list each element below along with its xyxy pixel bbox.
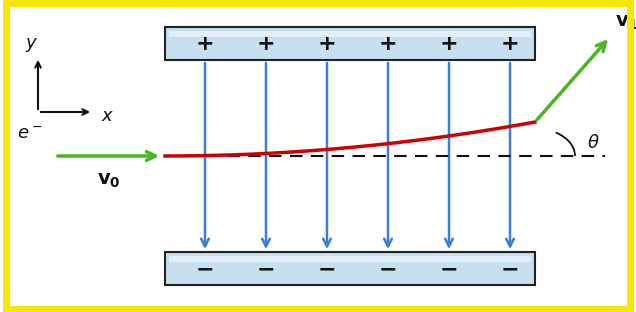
Text: −: − [378, 259, 398, 279]
Text: −: − [501, 259, 520, 279]
Text: −: − [196, 259, 214, 279]
Text: −: − [318, 259, 336, 279]
Text: −: − [439, 259, 459, 279]
Text: +: + [439, 34, 459, 54]
Text: $\mathbf{v_0}$: $\mathbf{v_0}$ [97, 171, 120, 190]
Text: y: y [25, 34, 36, 52]
Bar [169, 256, 531, 262]
Bar [165, 27, 535, 60]
Text: +: + [378, 34, 398, 54]
Bar [165, 252, 535, 285]
Text: $\mathbf{v_1}$: $\mathbf{v_1}$ [615, 13, 636, 32]
Text: +: + [257, 34, 275, 54]
Text: +: + [501, 34, 520, 54]
Bar [169, 31, 531, 37]
Text: x: x [101, 107, 112, 125]
Text: +: + [318, 34, 336, 54]
Text: $\theta$: $\theta$ [587, 134, 600, 152]
Text: +: + [196, 34, 214, 54]
Text: −: − [257, 259, 275, 279]
Text: $e^-$: $e^-$ [17, 125, 43, 143]
